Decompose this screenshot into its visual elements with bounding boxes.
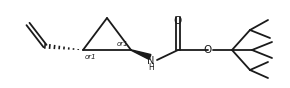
Text: O: O	[174, 15, 182, 26]
Text: or1: or1	[117, 41, 129, 47]
Polygon shape	[131, 50, 151, 59]
Text: O: O	[204, 45, 212, 55]
Text: H: H	[148, 63, 154, 72]
Text: or1: or1	[85, 54, 97, 60]
Text: N: N	[147, 56, 155, 66]
